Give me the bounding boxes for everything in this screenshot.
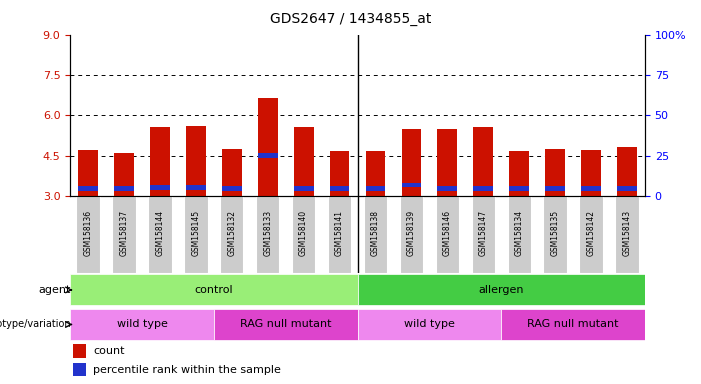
Bar	[366, 187, 386, 191]
Bar	[473, 127, 493, 196]
Bar	[294, 187, 313, 191]
Text: GSM158132: GSM158132	[227, 210, 236, 256]
Bar	[617, 147, 637, 196]
Text: GSM158137: GSM158137	[119, 210, 128, 256]
Bar	[79, 150, 98, 196]
Bar	[222, 187, 242, 191]
Text: control: control	[194, 285, 233, 295]
Bar	[328, 196, 351, 273]
Bar	[510, 187, 529, 191]
Text: agent: agent	[39, 285, 71, 295]
Bar	[79, 187, 98, 191]
Text: GSM158139: GSM158139	[407, 210, 416, 256]
Text: count: count	[93, 346, 125, 356]
Bar	[615, 196, 639, 273]
Bar	[150, 185, 170, 190]
Bar	[435, 196, 459, 273]
Bar	[581, 187, 601, 191]
Text: GSM158144: GSM158144	[156, 210, 165, 256]
Bar	[473, 187, 493, 191]
Bar	[437, 129, 457, 196]
Bar	[220, 196, 243, 273]
Text: GDS2647 / 1434855_at: GDS2647 / 1434855_at	[270, 12, 431, 26]
Bar	[294, 127, 313, 196]
Bar	[545, 149, 565, 196]
Bar	[329, 152, 349, 196]
Bar	[76, 196, 100, 273]
Bar	[150, 127, 170, 196]
Bar	[73, 344, 86, 358]
Bar	[258, 98, 278, 196]
Text: wild type: wild type	[116, 319, 168, 329]
Bar	[617, 187, 637, 191]
Bar	[400, 196, 423, 273]
Bar	[508, 196, 531, 273]
Bar	[437, 187, 457, 191]
Text: allergen: allergen	[479, 285, 524, 295]
Bar	[510, 152, 529, 196]
Bar	[472, 196, 495, 273]
Bar	[329, 187, 349, 191]
Bar	[114, 187, 134, 191]
Bar	[186, 185, 205, 190]
Text: GSM158145: GSM158145	[191, 210, 200, 256]
Bar	[579, 196, 603, 273]
Text: GSM158147: GSM158147	[479, 210, 488, 256]
Text: GSM158142: GSM158142	[587, 210, 596, 256]
Bar	[364, 196, 387, 273]
Text: GSM158140: GSM158140	[299, 210, 308, 256]
Text: wild type: wild type	[404, 319, 455, 329]
Text: genotype/variation: genotype/variation	[0, 319, 71, 329]
Bar	[222, 149, 242, 196]
Text: RAG null mutant: RAG null mutant	[240, 319, 332, 329]
Text: RAG null mutant: RAG null mutant	[527, 319, 619, 329]
Text: GSM158146: GSM158146	[443, 210, 452, 256]
Bar	[501, 309, 645, 340]
Bar	[292, 196, 315, 273]
Bar	[543, 196, 567, 273]
Bar	[70, 309, 214, 340]
Bar	[545, 187, 565, 191]
Bar	[258, 153, 278, 158]
Bar	[73, 363, 86, 376]
Bar	[581, 150, 601, 196]
Text: GSM158141: GSM158141	[335, 210, 344, 256]
Text: GSM158133: GSM158133	[263, 210, 272, 256]
Bar	[366, 152, 386, 196]
Bar	[70, 274, 358, 306]
Text: GSM158135: GSM158135	[550, 210, 559, 256]
Bar	[148, 196, 172, 273]
Bar	[112, 196, 136, 273]
Bar	[114, 153, 134, 196]
Bar	[358, 274, 645, 306]
Text: GSM158136: GSM158136	[83, 210, 93, 256]
Bar	[186, 126, 205, 196]
Bar	[184, 196, 207, 273]
Bar	[402, 183, 421, 187]
Bar	[256, 196, 280, 273]
Bar	[214, 309, 358, 340]
Text: percentile rank within the sample: percentile rank within the sample	[93, 365, 281, 375]
Text: GSM158143: GSM158143	[622, 210, 632, 256]
Bar	[402, 129, 421, 196]
Bar	[358, 309, 501, 340]
Text: GSM158138: GSM158138	[371, 210, 380, 256]
Text: GSM158134: GSM158134	[515, 210, 524, 256]
